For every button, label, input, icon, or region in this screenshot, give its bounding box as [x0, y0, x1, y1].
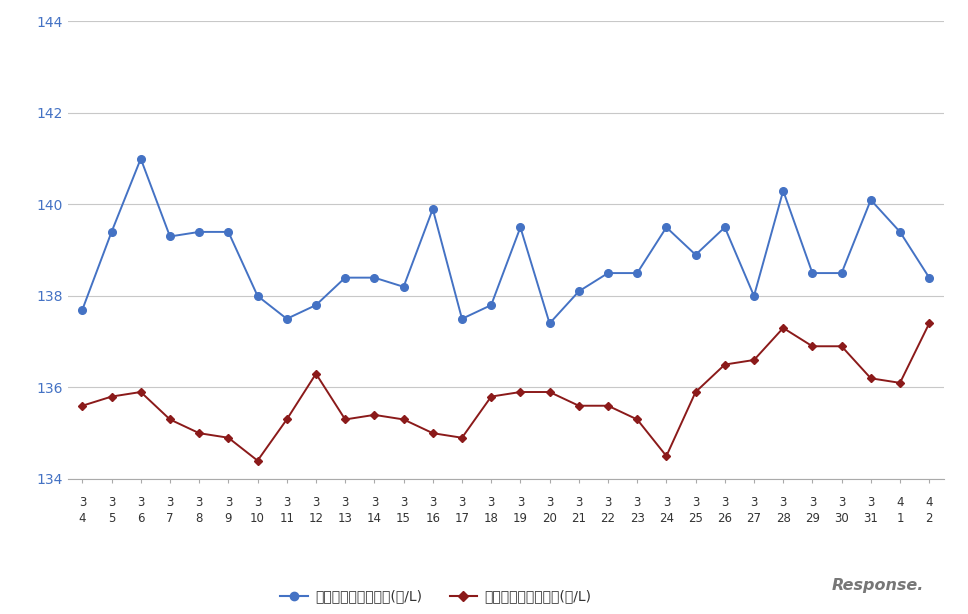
Text: 7: 7	[166, 512, 173, 525]
Text: 10: 10	[250, 512, 265, 525]
Text: 3: 3	[838, 495, 845, 508]
Text: 3: 3	[633, 495, 641, 508]
Text: 24: 24	[659, 512, 674, 525]
Text: 4: 4	[78, 512, 86, 525]
Text: 15: 15	[396, 512, 411, 525]
Text: 3: 3	[225, 495, 232, 508]
Text: 3: 3	[546, 495, 554, 508]
Text: 21: 21	[571, 512, 587, 525]
Text: Response.: Response.	[832, 578, 924, 593]
Text: 3: 3	[867, 495, 874, 508]
Text: 22: 22	[600, 512, 616, 525]
Text: 3: 3	[808, 495, 816, 508]
Text: 8: 8	[196, 512, 203, 525]
Text: 3: 3	[137, 495, 144, 508]
Text: 14: 14	[367, 512, 381, 525]
Text: 6: 6	[137, 512, 144, 525]
Text: 30: 30	[834, 512, 849, 525]
Text: 3: 3	[283, 495, 290, 508]
Legend: レギュラー看板価格(円/L), レギュラー実売価格(円/L): レギュラー看板価格(円/L), レギュラー実売価格(円/L)	[275, 584, 597, 609]
Text: 3: 3	[342, 495, 348, 508]
Text: 3: 3	[400, 495, 408, 508]
Text: 3: 3	[663, 495, 670, 508]
Text: 23: 23	[630, 512, 645, 525]
Text: 3: 3	[604, 495, 612, 508]
Text: 3: 3	[371, 495, 378, 508]
Text: 4: 4	[925, 495, 933, 508]
Text: 27: 27	[746, 512, 762, 525]
Text: 3: 3	[750, 495, 758, 508]
Text: 3: 3	[692, 495, 699, 508]
Text: 31: 31	[863, 512, 878, 525]
Text: 16: 16	[425, 512, 440, 525]
Text: 17: 17	[455, 512, 469, 525]
Text: 28: 28	[775, 512, 791, 525]
Text: 13: 13	[338, 512, 352, 525]
Text: 18: 18	[484, 512, 499, 525]
Text: 3: 3	[166, 495, 173, 508]
Text: 1: 1	[896, 512, 904, 525]
Text: 3: 3	[254, 495, 261, 508]
Text: 9: 9	[225, 512, 232, 525]
Text: 3: 3	[779, 495, 787, 508]
Text: 26: 26	[717, 512, 732, 525]
Text: 12: 12	[309, 512, 323, 525]
Text: 11: 11	[280, 512, 294, 525]
Text: 3: 3	[107, 495, 115, 508]
Text: 20: 20	[542, 512, 557, 525]
Text: 2: 2	[925, 512, 933, 525]
Text: 3: 3	[196, 495, 203, 508]
Text: 3: 3	[488, 495, 495, 508]
Text: 25: 25	[688, 512, 703, 525]
Text: 5: 5	[107, 512, 115, 525]
Text: 19: 19	[513, 512, 528, 525]
Text: 4: 4	[896, 495, 904, 508]
Text: 3: 3	[721, 495, 729, 508]
Text: 29: 29	[805, 512, 820, 525]
Text: 3: 3	[517, 495, 524, 508]
Text: 3: 3	[429, 495, 437, 508]
Text: 3: 3	[78, 495, 86, 508]
Text: 3: 3	[313, 495, 319, 508]
Text: 3: 3	[458, 495, 466, 508]
Text: 3: 3	[575, 495, 583, 508]
